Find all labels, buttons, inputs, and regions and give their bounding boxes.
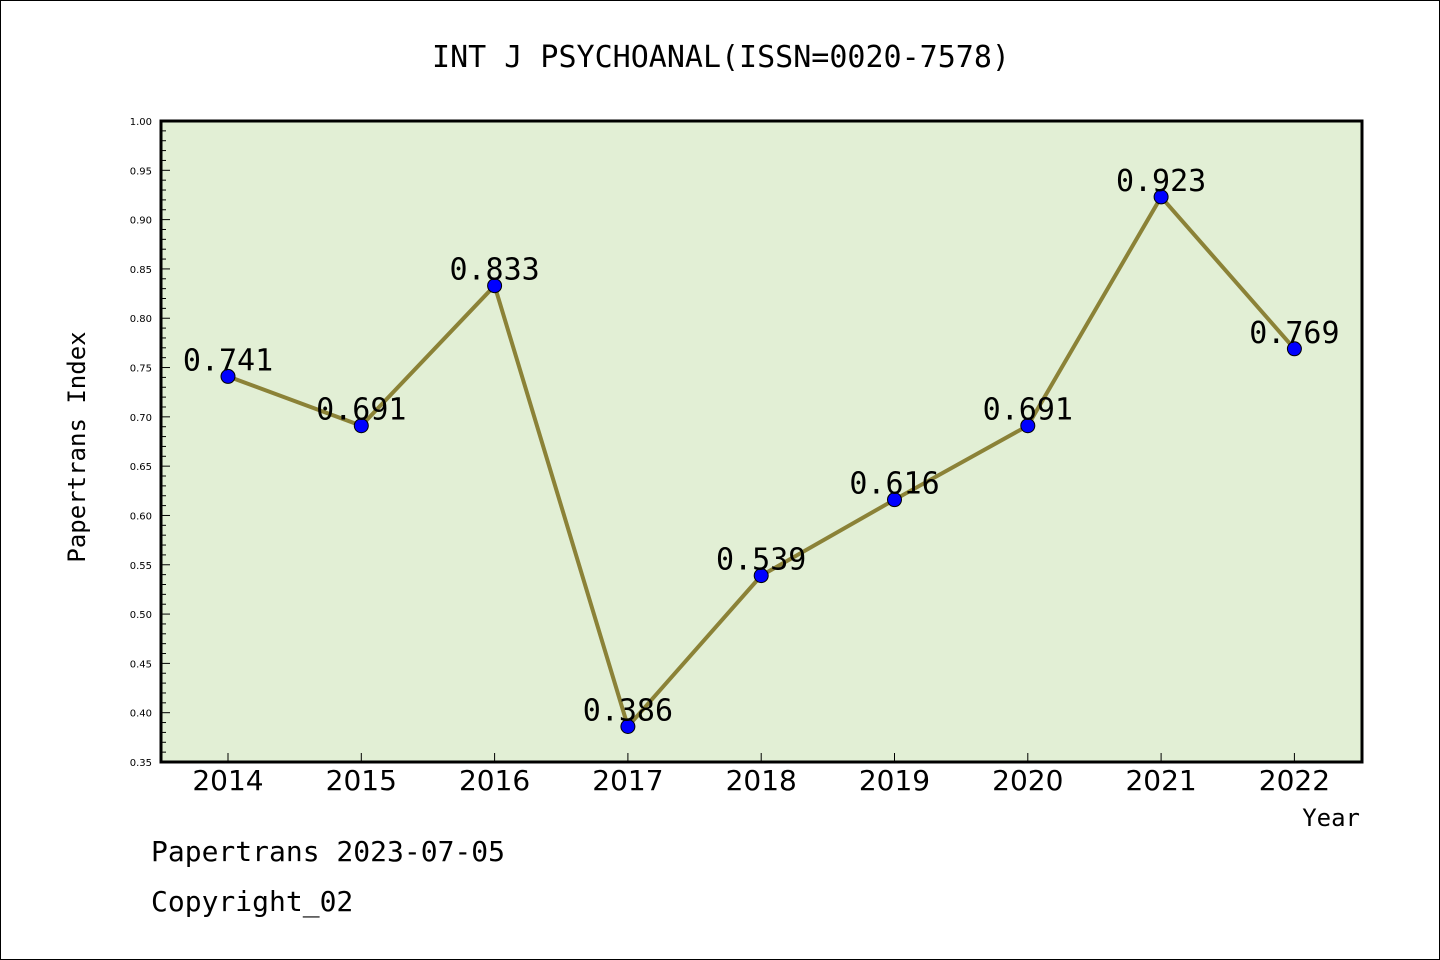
x-tick-label: 2017 xyxy=(592,764,663,797)
y-axis-label: Papertrans Index xyxy=(63,331,91,562)
data-point xyxy=(620,718,636,734)
x-tick-label: 2020 xyxy=(992,764,1063,797)
y-tick-label: 1.00 xyxy=(130,117,152,128)
x-tick-label: 2019 xyxy=(859,764,930,797)
chart-title: INT J PSYCHOANAL(ISSN=0020-7578) xyxy=(432,40,1010,75)
data-point xyxy=(220,368,236,384)
y-tick-label: 0.75 xyxy=(130,364,152,375)
data-label: 0.741 xyxy=(183,343,273,378)
y-tick-label: 0.65 xyxy=(130,462,152,473)
data-label: 0.691 xyxy=(316,393,406,428)
data-label: 0.616 xyxy=(849,467,939,502)
y-tick-label: 0.95 xyxy=(130,166,152,177)
data-point xyxy=(1286,341,1302,357)
x-tick-label: 2022 xyxy=(1259,764,1330,797)
data-label: 0.539 xyxy=(716,543,806,578)
data-point xyxy=(753,568,769,584)
y-tick-label: 0.85 xyxy=(130,265,152,276)
plot-area xyxy=(161,121,1362,762)
x-tick-label: 2015 xyxy=(326,764,397,797)
plot-frame xyxy=(159,119,1364,764)
x-tick-label: 2014 xyxy=(192,764,263,797)
data-point xyxy=(887,492,902,508)
data-label: 0.691 xyxy=(983,393,1073,428)
footer-copyright: Copyright_02 xyxy=(151,885,354,918)
x-tick-label: 2016 xyxy=(459,764,530,797)
y-tick-label: 0.35 xyxy=(130,758,152,769)
y-tick-label: 0.60 xyxy=(130,511,152,522)
y-tick-label: 0.55 xyxy=(130,561,152,572)
x-axis-label: Year xyxy=(1302,804,1360,832)
y-tick-label: 0.45 xyxy=(130,659,152,670)
y-tick-label: 0.90 xyxy=(130,216,152,227)
y-tick-label: 0.80 xyxy=(130,314,152,325)
x-tick-label: 2021 xyxy=(1125,764,1196,797)
x-tick-label: 2018 xyxy=(726,764,797,797)
data-label: 0.923 xyxy=(1116,164,1206,199)
data-point xyxy=(487,278,503,294)
data-label: 0.833 xyxy=(449,253,539,288)
y-tick-label: 0.40 xyxy=(130,709,152,720)
data-label: 0.769 xyxy=(1249,316,1339,351)
data-point xyxy=(1020,418,1036,434)
data-point xyxy=(1153,189,1169,205)
data-point xyxy=(353,418,369,434)
data-label: 0.386 xyxy=(583,693,673,728)
y-tick-label: 0.70 xyxy=(130,413,152,424)
y-tick-label: 0.50 xyxy=(130,610,152,621)
footer-date: Papertrans 2023-07-05 xyxy=(151,835,506,868)
